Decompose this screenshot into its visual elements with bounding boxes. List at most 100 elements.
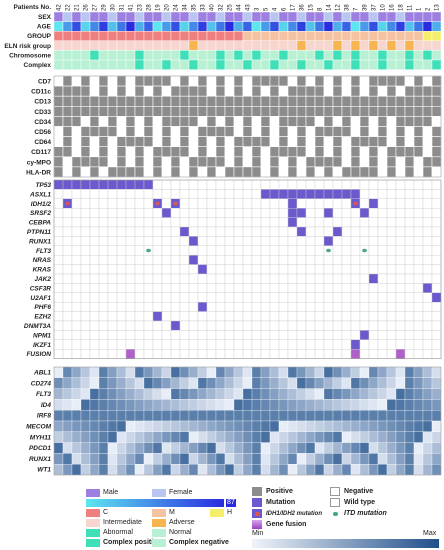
- immuno-cell: [188, 126, 199, 137]
- mutation-cell: [431, 339, 442, 350]
- fusion-cell: [350, 349, 361, 359]
- annotation-cell: [332, 11, 343, 22]
- mutation-cell: [152, 292, 163, 303]
- mutation-cell: [323, 339, 334, 350]
- annotation-cell: [422, 11, 433, 22]
- mutation-cell: [395, 189, 406, 199]
- immuno-cell: [197, 166, 208, 178]
- expression-cell: [296, 410, 307, 422]
- expression-cell: [314, 420, 325, 432]
- immuno-cell: [233, 85, 244, 97]
- immuno-cell: [188, 136, 199, 148]
- mutation-cell: [215, 226, 226, 237]
- annotation-cell: [80, 40, 91, 51]
- mutation-cell: [143, 179, 154, 190]
- immuno-cell: [170, 75, 181, 87]
- immuno-cell: [287, 156, 298, 168]
- annotation-cell: [98, 50, 109, 61]
- annotation-cell: [116, 50, 127, 61]
- expression-cell: [179, 377, 190, 389]
- expression-cell: [161, 420, 172, 432]
- mutation-cell: [368, 273, 379, 284]
- annotation-cell: [53, 31, 64, 42]
- mutation-cell: [251, 292, 262, 303]
- annotation-cell: [422, 40, 433, 51]
- mutation-cell: [161, 245, 172, 256]
- annotation-cell: [332, 50, 343, 61]
- immuno-cell: [350, 166, 361, 178]
- mutation-cell: [134, 254, 145, 265]
- mutation-cell: [413, 236, 424, 246]
- mutation-cell: [341, 236, 352, 246]
- immuno-cell: [98, 156, 109, 168]
- immuno-cell: [305, 106, 316, 117]
- mutation-cell: [287, 264, 298, 275]
- mutation-cell: [314, 189, 325, 199]
- gene-row-label: IKZF1: [33, 342, 51, 349]
- patient-id: 36: [300, 4, 306, 11]
- immuno-cell: [161, 126, 172, 137]
- annotation-cell: [170, 21, 181, 32]
- immuno-cell: [251, 116, 262, 127]
- immuno-cell: [341, 146, 352, 158]
- expression-cell: [98, 366, 109, 378]
- mutation-cell: [170, 330, 181, 340]
- mutation-cell: [80, 217, 91, 228]
- annotation-cell: [341, 50, 352, 61]
- mutation-cell: [404, 283, 415, 293]
- mutation-cell: [287, 339, 298, 350]
- mutation-cell: [323, 254, 334, 265]
- immuno-cell: [107, 85, 118, 97]
- expression-cell: [386, 420, 397, 432]
- mutation-cell: [368, 226, 379, 237]
- expression-cell: [116, 366, 127, 378]
- expression-cell: [431, 388, 442, 400]
- mutation-cell: [314, 226, 325, 237]
- annotation-cell: [170, 40, 181, 51]
- immuno-row-label: CD13: [34, 99, 51, 106]
- mutation-cell: [197, 207, 208, 218]
- immuno-cell: [269, 75, 280, 87]
- mutation-cell: [152, 330, 163, 340]
- annotation-cell: [143, 31, 154, 42]
- annotation-cell: [368, 11, 379, 22]
- mutation-cell: [233, 283, 244, 293]
- immuno-cell: [431, 95, 442, 107]
- immuno-cell: [71, 136, 82, 148]
- mutation-cell: [404, 292, 415, 303]
- immuno-cell: [179, 95, 190, 107]
- mutation-cell: [107, 311, 118, 322]
- mutation-cell: [431, 330, 442, 340]
- mutation-cell: [89, 339, 100, 350]
- immuno-cell: [431, 116, 442, 127]
- mutation-cell: [116, 311, 127, 322]
- immuno-cell: [332, 85, 343, 97]
- annotation-cell: [143, 40, 154, 51]
- annotation-cell: [278, 31, 289, 42]
- expression-cell: [278, 399, 289, 411]
- immuno-cell: [170, 136, 181, 148]
- expression-cell: [161, 377, 172, 389]
- expression-cell: [260, 377, 271, 389]
- annotation-cell: [206, 31, 217, 42]
- immuno-cell: [350, 85, 361, 97]
- mutation-cell: [395, 330, 406, 340]
- immuno-cell: [89, 146, 100, 158]
- immuno-cell: [368, 116, 379, 127]
- annotation-cell: [431, 21, 442, 32]
- expression-cell: [233, 442, 244, 454]
- patient-id: 39: [363, 4, 369, 11]
- mutation-cell: [107, 264, 118, 275]
- mutation-cell: [80, 349, 91, 359]
- expression-cell: [62, 420, 73, 432]
- expression-cell: [161, 410, 172, 422]
- immuno-cell: [242, 146, 253, 158]
- immuno-cell: [368, 136, 379, 148]
- mutation-cell: [98, 254, 109, 265]
- mutation-cell: [251, 245, 262, 256]
- immuno-cell: [53, 136, 64, 148]
- expression-cell: [206, 399, 217, 411]
- annotation-cell: [206, 59, 217, 70]
- mutation-cell: [404, 254, 415, 265]
- mutation-cell: [287, 330, 298, 340]
